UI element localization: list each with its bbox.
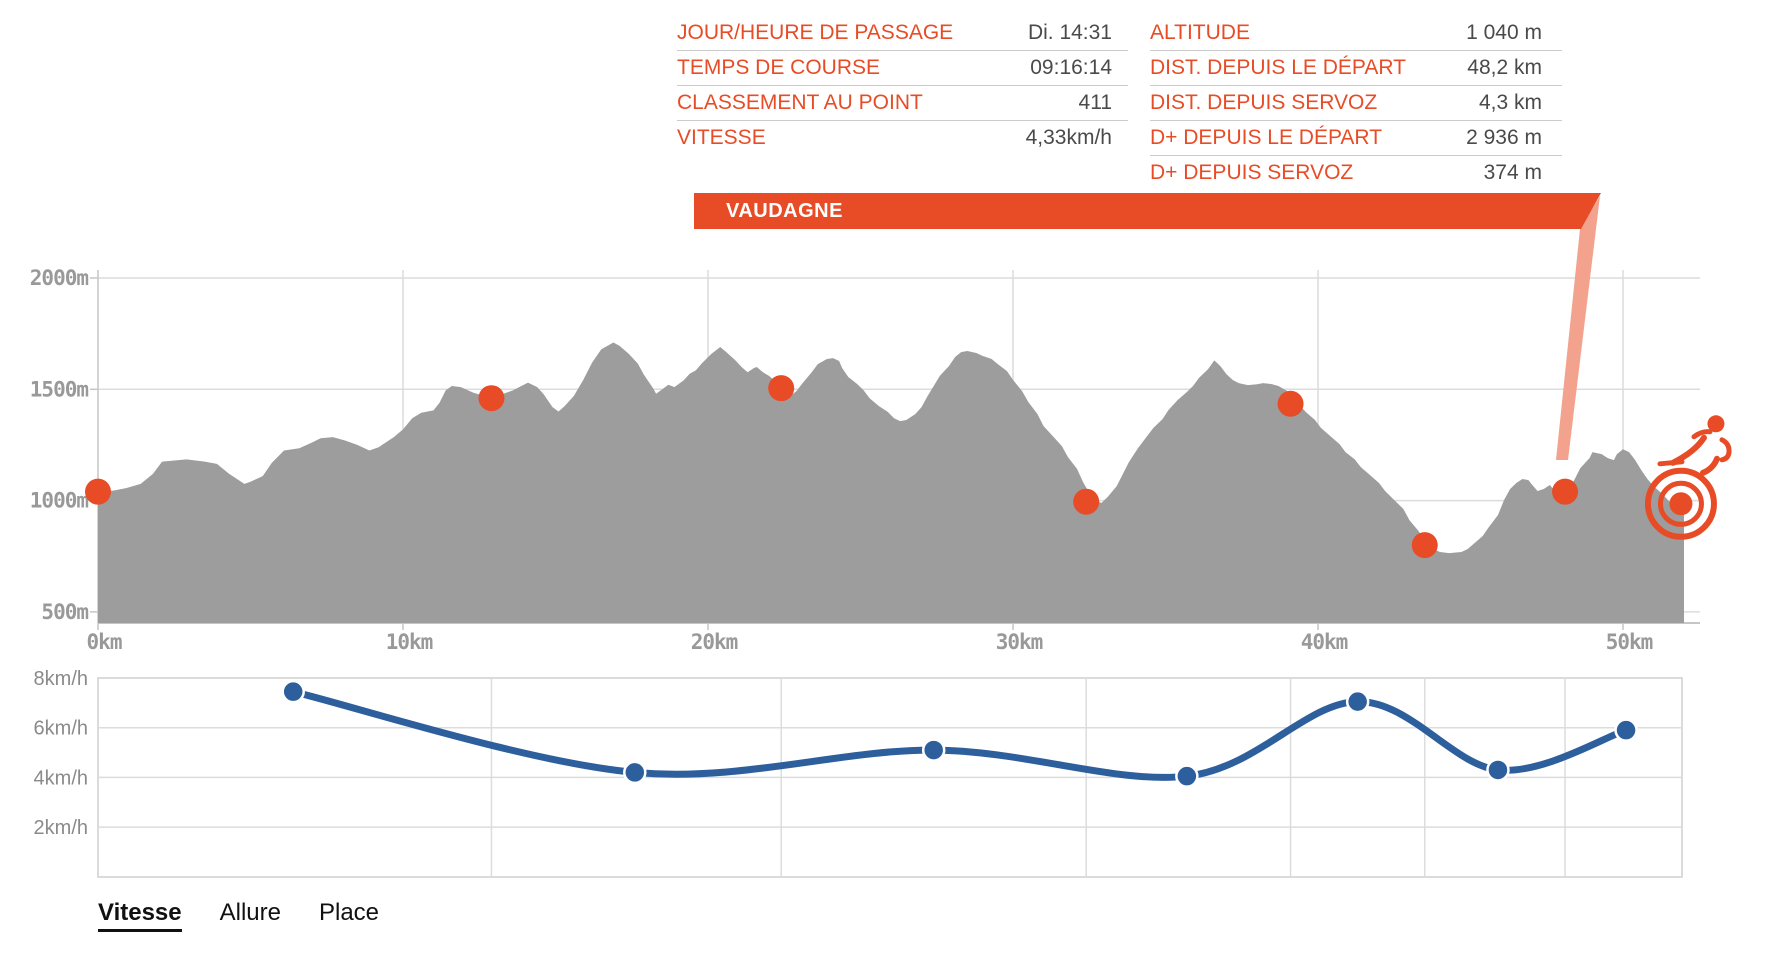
speed-point-dot[interactable] (1614, 718, 1638, 742)
elevation-chart[interactable]: 2000m 1500m 1000m 500m 0km 10km 20km 30km 40km 50… (30, 196, 1732, 654)
elevation-y-tick-label: 1000m (30, 489, 89, 513)
speed-chart[interactable]: 8km/h 6km/h 4km/h 2km/h (34, 668, 1683, 878)
checkpoint-dot[interactable] (768, 375, 795, 402)
elevation-profile-area (98, 342, 1684, 623)
info-row-label: D+ DEPUIS LE DÉPART (1150, 126, 1383, 149)
info-row-label: D+ DEPUIS SERVOZ (1150, 161, 1354, 184)
info-row: D+ DEPUIS SERVOZ 374 m (1150, 156, 1562, 190)
speed-point-dot[interactable] (921, 738, 946, 762)
info-row-label: VITESSE (677, 126, 766, 149)
speed-y-tick-label: 6km/h (34, 718, 88, 740)
speed-y-tick-label: 8km/h (34, 668, 88, 690)
speed-point-dot[interactable] (1345, 689, 1370, 714)
checkpoint-dot[interactable] (1073, 488, 1100, 515)
checkpoint-dot[interactable] (1411, 532, 1438, 559)
info-row-value: 09:16:14 (1030, 56, 1112, 79)
info-row: VITESSE 4,33km/h (677, 121, 1128, 155)
banner-callout-pointer (1556, 196, 1600, 460)
checkpoint-banner-label: VAUDAGNE (726, 200, 843, 222)
runner-stats-table: JOUR/HEURE DE PASSAGE Di. 14:31 TEMPS DE C… (677, 16, 1128, 155)
runner-body-icon (1699, 455, 1720, 476)
info-row: JOUR/HEURE DE PASSAGE Di. 14:31 (677, 16, 1128, 51)
speed-point-dot[interactable] (1175, 764, 1199, 788)
elevation-x-tick-label: 10km (386, 630, 433, 654)
info-row: D+ DEPUIS LE DÉPART 2 936 m (1150, 121, 1562, 156)
speed-line (289, 688, 1630, 781)
info-row-label: TEMPS DE COURSE (677, 56, 881, 79)
runner-head-icon (1707, 415, 1725, 433)
checkpoint-dot[interactable] (478, 385, 505, 412)
info-row-label: ALTITUDE (1150, 21, 1250, 44)
checkpoint-dot[interactable] (85, 478, 111, 505)
speed-y-tick-label: 2km/h (34, 817, 88, 839)
runner-body-icon (1669, 434, 1707, 466)
info-row-value: 4,3 km (1478, 91, 1542, 114)
elevation-y-tick-label: 1500m (30, 377, 89, 401)
info-row: CLASSEMENT AU POINT 411 (677, 86, 1128, 121)
info-row-value: 374 m (1483, 161, 1542, 184)
tab-place[interactable]: Place (318, 899, 380, 926)
info-row-label: CLASSEMENT AU POINT (677, 91, 923, 114)
speed-point-dot[interactable] (281, 679, 305, 704)
bullseye-outer-ring-icon (1644, 467, 1717, 540)
info-row-value: Di. 14:31 (1027, 21, 1112, 44)
info-row-label: DIST. DEPUIS SERVOZ (1150, 91, 1378, 114)
speed-point-dot[interactable] (1486, 758, 1510, 782)
info-row-value: 48,2 km (1467, 56, 1542, 79)
elevation-x-tick-label: 50km (1606, 630, 1653, 654)
checkpoint-banner: VAUDAGNE (694, 193, 1601, 229)
checkpoint-dot[interactable] (1277, 390, 1304, 417)
elevation-x-tick-label: 0km (87, 630, 122, 654)
tab-allure[interactable]: Allure (219, 899, 281, 926)
info-row-label: DIST. DEPUIS LE DÉPART (1150, 56, 1406, 79)
info-row: ALTITUDE 1 040 m (1150, 16, 1562, 51)
elevation-x-tick-label: 40km (1301, 630, 1348, 654)
bullseye-middle-ring-icon (1657, 480, 1704, 527)
info-row-value: 411 (1078, 91, 1112, 114)
checkpoint-stats-table: ALTITUDE 1 040 m DIST. DEPUIS LE DÉPART 48,… (1150, 16, 1562, 190)
info-row: TEMPS DE COURSE 09:16:14 (677, 51, 1128, 86)
elevation-x-tick-label: 20km (691, 630, 738, 654)
speed-y-tick-label: 4km/h (34, 767, 88, 789)
elevation-y-tick-label: 500m (41, 600, 88, 624)
runner-body-icon (1691, 429, 1713, 440)
info-row-value: 4,33km/h (1025, 126, 1112, 149)
speed-point-dot[interactable] (623, 760, 647, 785)
elevation-x-tick-label: 30km (996, 630, 1043, 654)
chart-tabs: Vitesse Allure Place (98, 899, 379, 932)
tab-vitesse[interactable]: Vitesse (98, 899, 182, 932)
info-row: DIST. DEPUIS LE DÉPART 48,2 km (1150, 51, 1562, 86)
checkpoint-dot[interactable] (1552, 478, 1579, 505)
elevation-y-tick-label: 2000m (30, 266, 89, 290)
info-row-value: 2 936 m (1466, 126, 1542, 149)
info-row-label: JOUR/HEURE DE PASSAGE (677, 21, 954, 44)
bullseye-center-icon (1669, 492, 1693, 516)
runner-body-icon (1719, 437, 1732, 463)
info-row: DIST. DEPUIS SERVOZ 4,3 km (1150, 86, 1562, 121)
info-row-value: 1 040 m (1466, 21, 1542, 44)
current-position-marker[interactable] (1644, 415, 1732, 540)
